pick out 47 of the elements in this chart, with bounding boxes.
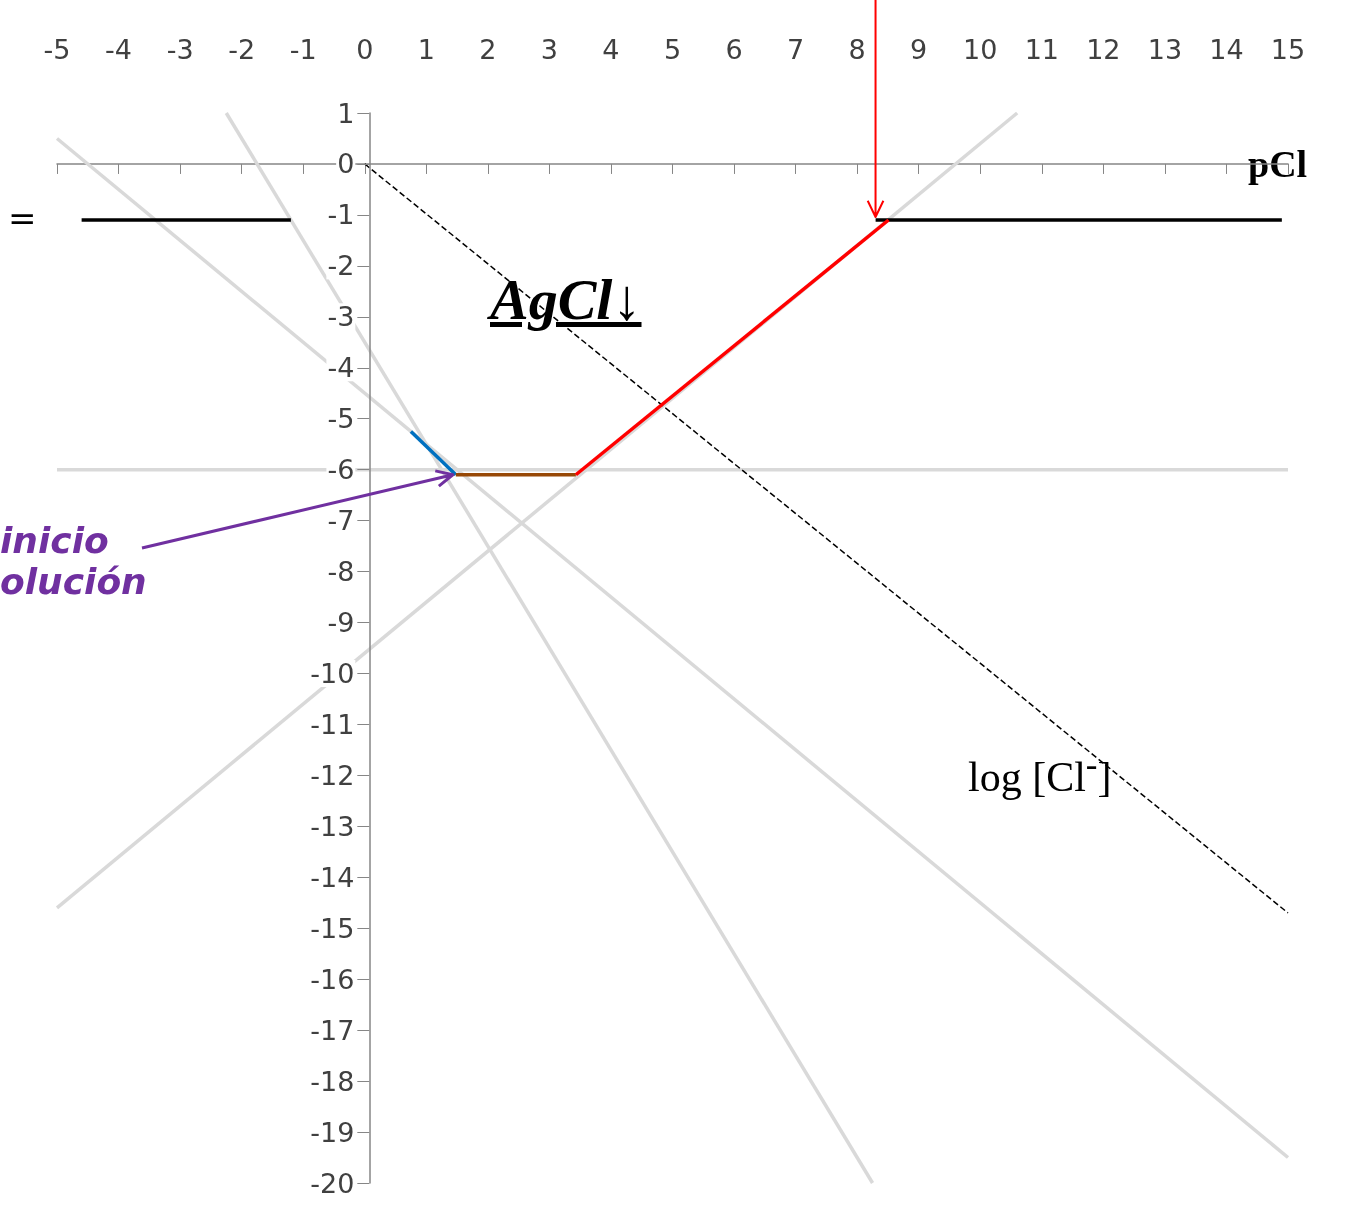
annotation: inicio olución (0, 520, 147, 602)
y-tick-label: -13 (310, 810, 355, 842)
y-tick-label: -14 (310, 861, 355, 893)
x-tick-label: 5 (663, 34, 682, 65)
y-tick-label: -6 (327, 454, 355, 486)
y-tick-label: -11 (310, 708, 355, 740)
y-tick-label: -5 (327, 403, 355, 435)
y-tick-label: -17 (310, 1014, 355, 1046)
x-tick-label: -4 (105, 34, 133, 65)
x-tick-label: 0 (356, 34, 374, 65)
y-tick-label: -9 (327, 607, 355, 639)
x-tick-label: 9 (910, 34, 928, 65)
y-tick-label: -10 (310, 657, 355, 689)
text: = (8, 198, 37, 238)
x-tick-label: 15 (1270, 34, 1306, 65)
x-axis-title: pCl (1248, 142, 1308, 185)
y-tick-label: -16 (310, 963, 355, 995)
x-tick-label: 3 (540, 34, 558, 65)
x-tick-label: -5 (43, 34, 71, 65)
y-tick-label: -18 (310, 1065, 355, 1097)
y-tick-label: -3 (327, 301, 355, 333)
y-tick-label: -8 (327, 556, 355, 588)
x-tick-label: 8 (848, 34, 866, 65)
x-tick-label: 11 (1024, 34, 1059, 65)
y-tick-label: -20 (310, 1167, 355, 1199)
x-tick-label: 1 (417, 34, 435, 65)
x-tick-label: -3 (166, 34, 194, 65)
annotation: log [Cl$^{-}$] (968, 745, 1112, 801)
y-tick-label: 0 (337, 148, 355, 180)
x-tick-label: 4 (602, 34, 620, 65)
x-tick-label: 2 (479, 34, 497, 65)
y-tick-label: -1 (327, 199, 355, 231)
x-tick-label: 13 (1147, 34, 1183, 65)
y-tick-label: -12 (310, 759, 355, 791)
x-tick-label: 10 (963, 34, 998, 65)
x-tick-label: 12 (1086, 34, 1121, 65)
x-tick-label: 6 (725, 34, 743, 65)
x-tick-label: -2 (228, 34, 256, 65)
y-tick-label: -2 (327, 250, 355, 282)
y-tick-label: -4 (327, 352, 355, 384)
x-tick-label: 14 (1209, 34, 1244, 65)
y-tick-label: 1 (337, 97, 355, 129)
x-tick-label: -1 (289, 34, 317, 65)
x-tick-label: 7 (787, 34, 805, 65)
y-tick-label: -15 (310, 912, 355, 944)
y-tick-label: -19 (310, 1116, 355, 1148)
y-tick-label: -7 (327, 505, 355, 537)
